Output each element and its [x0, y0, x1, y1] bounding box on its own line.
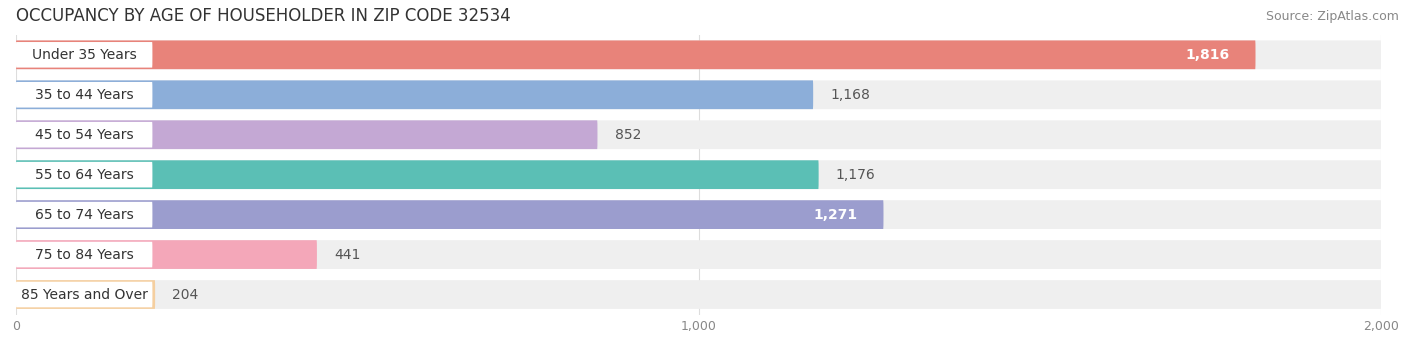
Text: 1,271: 1,271 — [814, 208, 858, 222]
FancyBboxPatch shape — [15, 242, 152, 267]
FancyBboxPatch shape — [15, 200, 883, 229]
Text: Under 35 Years: Under 35 Years — [32, 48, 136, 62]
FancyBboxPatch shape — [15, 202, 152, 227]
FancyBboxPatch shape — [15, 162, 152, 187]
FancyBboxPatch shape — [794, 203, 877, 226]
FancyBboxPatch shape — [1167, 44, 1249, 66]
Text: 55 to 64 Years: 55 to 64 Years — [35, 168, 134, 182]
Text: 1,176: 1,176 — [835, 168, 876, 182]
FancyBboxPatch shape — [15, 40, 1256, 69]
FancyBboxPatch shape — [15, 42, 152, 68]
FancyBboxPatch shape — [15, 160, 1381, 189]
FancyBboxPatch shape — [15, 240, 316, 269]
Text: 441: 441 — [335, 248, 360, 261]
FancyBboxPatch shape — [15, 82, 152, 107]
Text: Source: ZipAtlas.com: Source: ZipAtlas.com — [1265, 10, 1399, 23]
Text: 85 Years and Over: 85 Years and Over — [21, 288, 148, 302]
Text: 45 to 54 Years: 45 to 54 Years — [35, 128, 134, 142]
FancyBboxPatch shape — [15, 200, 1381, 229]
FancyBboxPatch shape — [15, 280, 155, 309]
FancyBboxPatch shape — [15, 80, 813, 109]
FancyBboxPatch shape — [15, 120, 598, 149]
Text: 1,168: 1,168 — [831, 88, 870, 102]
FancyBboxPatch shape — [15, 80, 1381, 109]
FancyBboxPatch shape — [15, 122, 152, 148]
FancyBboxPatch shape — [15, 282, 152, 307]
FancyBboxPatch shape — [15, 160, 818, 189]
FancyBboxPatch shape — [15, 240, 1381, 269]
Text: OCCUPANCY BY AGE OF HOUSEHOLDER IN ZIP CODE 32534: OCCUPANCY BY AGE OF HOUSEHOLDER IN ZIP C… — [15, 7, 510, 25]
Text: 1,816: 1,816 — [1185, 48, 1230, 62]
FancyBboxPatch shape — [15, 120, 1381, 149]
Text: 852: 852 — [614, 128, 641, 142]
Text: 75 to 84 Years: 75 to 84 Years — [35, 248, 134, 261]
Text: 65 to 74 Years: 65 to 74 Years — [35, 208, 134, 222]
FancyBboxPatch shape — [15, 40, 1381, 69]
Text: 35 to 44 Years: 35 to 44 Years — [35, 88, 134, 102]
FancyBboxPatch shape — [15, 280, 1381, 309]
Text: 204: 204 — [172, 288, 198, 302]
